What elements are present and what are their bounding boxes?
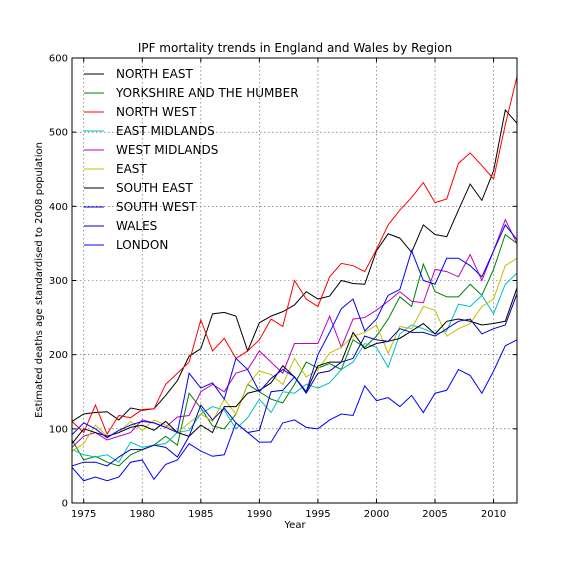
legend-item-north-west: NORTH WEST [84,105,197,119]
y-tick-label: 500 [49,128,68,139]
y-tick-label: 0 [62,499,68,510]
legend-label: SOUTH EAST [116,181,193,195]
legend-item-south-east: SOUTH EAST [84,181,193,195]
x-tick-label: 2010 [481,509,506,520]
legend: NORTH EAST YORKSHIRE AND THE HUMBER NORTH … [84,67,299,252]
x-tick-label: 1990 [247,509,272,520]
x-tick-label: 1995 [305,509,330,520]
y-tick-label: 200 [49,350,68,361]
x-axis-label: Year [283,520,306,531]
legend-item-east-midlands: EAST MIDLANDS [84,124,215,138]
x-tick-label: 2000 [364,509,389,520]
legend-item-north-east: NORTH EAST [84,67,193,81]
chart-title: IPF mortality trends in England and Wale… [138,41,452,55]
series-line-london [71,339,518,482]
y-tick-label: 600 [49,54,68,65]
y-axis-label: Estimated deaths age standardised to 200… [34,142,45,418]
series-line-wales [71,293,518,467]
legend-label: EAST [116,162,147,176]
y-tick-label: 300 [49,276,68,287]
y-tick-label: 400 [49,202,68,213]
series-line-north-west [71,76,518,436]
legend-item-london: LONDON [84,238,168,252]
x-tick-label: 2005 [422,509,447,520]
series-line-west-midlands [71,218,518,448]
y-tick-label: 100 [49,424,68,435]
legend-item-east: EAST [84,162,147,176]
legend-label: YORKSHIRE AND THE HUMBER [115,86,299,100]
legend-item-south-west: SOUTH WEST [84,200,197,214]
legend-item-west-midlands: WEST MIDLANDS [84,143,218,157]
legend-item-yorkshire-and-the-humber: YORKSHIRE AND THE HUMBER [84,86,299,100]
x-tick-label: 1980 [130,509,155,520]
axis-ticks: 1975 1980 1985 1990 1995 2000 2005 2010 0 100 200 3… [49,54,517,520]
legend-label: SOUTH WEST [116,200,197,214]
x-tick-label: 1975 [71,509,96,520]
legend-label: LONDON [116,238,168,252]
legend-label: WEST MIDLANDS [116,143,218,157]
x-tick-label: 1985 [188,509,213,520]
series-line-east-midlands [71,272,518,463]
legend-label: EAST MIDLANDS [116,124,215,138]
legend-item-wales: WALES [84,219,157,233]
legend-label: NORTH EAST [116,67,193,81]
series-group [71,76,518,482]
legend-label: WALES [116,219,157,233]
legend-label: NORTH WEST [116,105,197,119]
